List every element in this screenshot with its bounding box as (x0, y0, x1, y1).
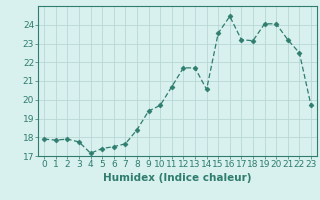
X-axis label: Humidex (Indice chaleur): Humidex (Indice chaleur) (103, 173, 252, 183)
